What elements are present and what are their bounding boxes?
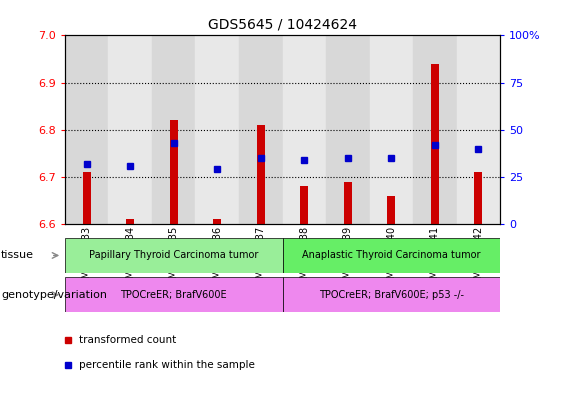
Text: percentile rank within the sample: percentile rank within the sample	[79, 360, 255, 371]
Bar	[475, 172, 482, 224]
Bar	[431, 64, 438, 224]
Bar	[282, 35, 326, 224]
Bar	[65, 238, 282, 273]
Text: TPOCreER; BrafV600E; p53 -/-: TPOCreER; BrafV600E; p53 -/-	[319, 290, 464, 300]
Bar	[65, 277, 282, 312]
Bar	[457, 35, 500, 224]
Bar	[214, 219, 221, 224]
Text: genotype/variation: genotype/variation	[1, 290, 107, 300]
Bar	[282, 238, 500, 273]
Bar	[170, 120, 177, 224]
Bar	[344, 182, 351, 224]
Bar	[370, 35, 413, 224]
Bar	[413, 35, 457, 224]
Bar	[388, 196, 395, 224]
Bar	[83, 172, 90, 224]
Text: transformed count: transformed count	[79, 335, 176, 345]
Text: Papillary Thyroid Carcinoma tumor: Papillary Thyroid Carcinoma tumor	[89, 250, 258, 261]
Bar	[127, 219, 134, 224]
Bar	[239, 35, 282, 224]
Title: GDS5645 / 10424624: GDS5645 / 10424624	[208, 17, 357, 31]
Text: TPOCreER; BrafV600E: TPOCreER; BrafV600E	[120, 290, 227, 300]
Bar	[257, 125, 264, 224]
Bar	[326, 35, 370, 224]
Bar	[108, 35, 152, 224]
Bar	[195, 35, 239, 224]
Text: tissue: tissue	[1, 250, 34, 261]
Text: Anaplastic Thyroid Carcinoma tumor: Anaplastic Thyroid Carcinoma tumor	[302, 250, 480, 261]
Bar	[65, 35, 108, 224]
Bar	[301, 186, 308, 224]
Bar	[152, 35, 195, 224]
Bar	[282, 277, 500, 312]
